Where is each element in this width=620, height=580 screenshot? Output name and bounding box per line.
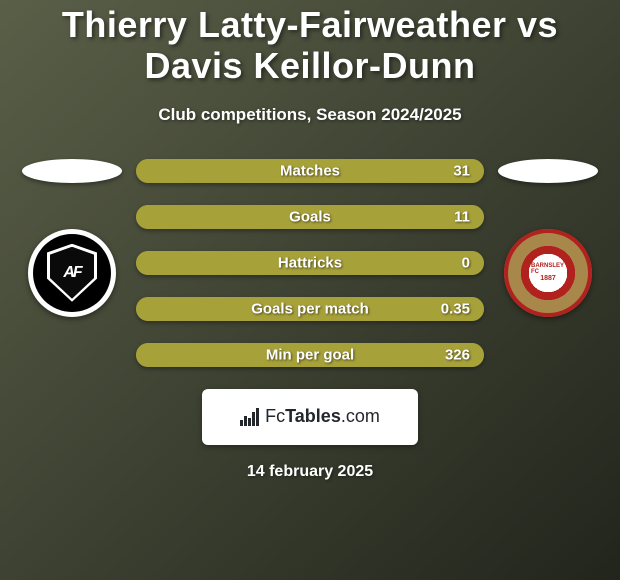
stat-bar: Matches 31 bbox=[136, 159, 484, 183]
stat-label: Goals per match bbox=[251, 300, 369, 317]
stat-bar: Hattricks 0 bbox=[136, 251, 484, 275]
club-badge-right: BARNSLEY FC 1887 bbox=[504, 229, 592, 317]
stats-column: Matches 31 Goals 11 Hattricks 0 Goals per matc… bbox=[136, 159, 484, 367]
brand-prefix: Fc bbox=[265, 406, 285, 426]
stat-value-right: 326 bbox=[445, 346, 470, 363]
stat-label: Hattricks bbox=[278, 254, 342, 271]
shield-icon: AF bbox=[47, 244, 97, 302]
left-player-column: AF bbox=[22, 159, 122, 317]
club-right-name: BARNSLEY FC bbox=[531, 263, 565, 275]
brand-text: FcTables.com bbox=[265, 406, 380, 427]
right-player-column: BARNSLEY FC 1887 bbox=[498, 159, 598, 317]
stat-value-right: 0 bbox=[462, 254, 470, 271]
stat-value-right: 31 bbox=[453, 162, 470, 179]
infographic-date: 14 february 2025 bbox=[0, 463, 620, 481]
stat-bar: Min per goal 326 bbox=[136, 343, 484, 367]
player-left-avatar-placeholder bbox=[22, 159, 122, 183]
stat-value-right: 0.35 bbox=[441, 300, 470, 317]
club-badge-left-inner: AF bbox=[33, 234, 111, 312]
club-right-year: 1887 bbox=[540, 275, 556, 282]
brand-box: FcTables.com bbox=[202, 389, 418, 445]
stat-fill-left bbox=[136, 343, 206, 367]
club-badge-right-center: BARNSLEY FC 1887 bbox=[531, 256, 565, 290]
stat-fill-left bbox=[136, 297, 164, 321]
club-left-monogram: AF bbox=[63, 264, 80, 282]
stat-label: Matches bbox=[280, 162, 340, 179]
main-row: AF Matches 31 Goals 11 Hattricks 0 Goals per m… bbox=[0, 159, 620, 367]
stat-bar: Goals 11 bbox=[136, 205, 484, 229]
stat-fill-left bbox=[136, 205, 164, 229]
brand-bold: Tables bbox=[285, 406, 341, 426]
brand-suffix: .com bbox=[341, 406, 380, 426]
player-right-avatar-placeholder bbox=[498, 159, 598, 183]
infographic-root: Thierry Latty-Fairweather vs Davis Keill… bbox=[0, 0, 620, 580]
stat-label: Goals bbox=[289, 208, 331, 225]
stat-bar: Goals per match 0.35 bbox=[136, 297, 484, 321]
stat-fill-left bbox=[136, 159, 171, 183]
club-badge-left: AF bbox=[28, 229, 116, 317]
stat-value-right: 11 bbox=[454, 208, 470, 225]
page-title: Thierry Latty-Fairweather vs Davis Keill… bbox=[0, 0, 620, 87]
bar-chart-icon bbox=[240, 408, 259, 426]
stat-label: Min per goal bbox=[266, 346, 354, 363]
subtitle: Club competitions, Season 2024/2025 bbox=[0, 105, 620, 125]
